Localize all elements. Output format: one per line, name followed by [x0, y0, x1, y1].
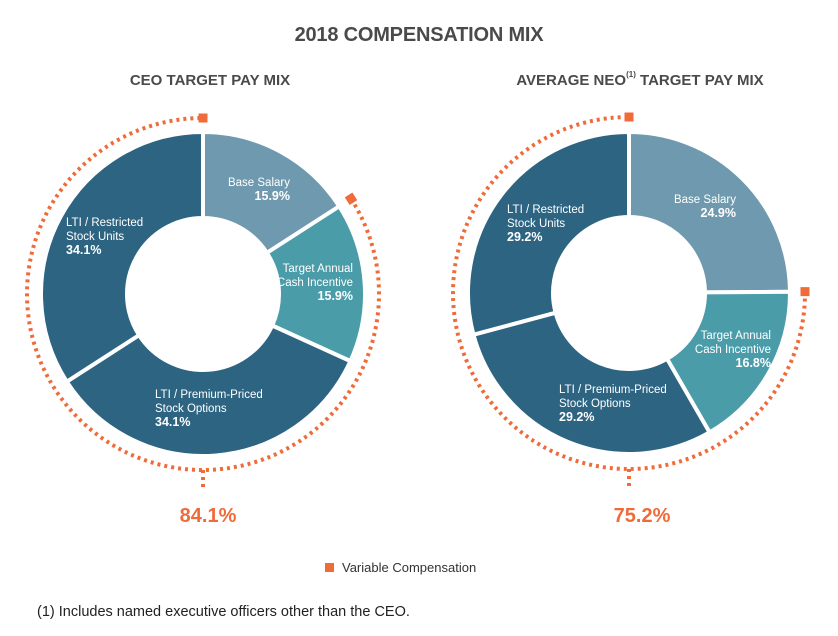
chart0-slice-1: [264, 203, 367, 364]
neo-chart-title: AVERAGE NEO(1) TARGET PAY MIX: [470, 70, 810, 89]
chart1-slice-2-label: LTI / Premium-Priced Stock Options 29.2%: [559, 384, 667, 424]
ceo-variable-total: 84.1%: [179, 505, 237, 527]
chart1-slice-3-label: LTI / Restricted Stock Units 29.2%: [507, 204, 584, 244]
chart0-slice-0: [201, 129, 342, 256]
chart0-variable-arc-end-1: [198, 113, 208, 123]
chart1-slice-0-label: Base Salary 24.9%: [674, 194, 736, 220]
neo-variable-total: 75.2%: [613, 505, 671, 527]
legend-label: Variable Compensation: [342, 560, 477, 575]
chart1-slice-1: [664, 289, 792, 436]
chart1-slice-3: [466, 129, 631, 338]
neo-title-main: AVERAGE NEO: [516, 72, 627, 89]
chart0-slice-1-label: Target Annual Cash Incentive 15.9%: [277, 263, 353, 303]
chart0-slice-2-label: LTI / Premium-Priced Stock Options 34.1%: [155, 389, 263, 429]
chart1-variable-arc: [451, 115, 807, 471]
chart1-slice-1-label: Target Annual Cash Incentive 16.8%: [695, 330, 771, 370]
neo-title-footnote-mark: (1): [626, 70, 636, 79]
chart0-slice-0-label: Base Salary 15.9%: [228, 177, 290, 203]
chart0-slice-3: [39, 129, 205, 385]
chart0-variable-arc-end-0: [344, 192, 358, 205]
chart1-variable-arc-end-1: [624, 112, 634, 122]
ceo-chart-title: CEO TARGET PAY MIX: [129, 72, 291, 89]
chart0-variable-arc: [25, 116, 381, 472]
chart1-variable-arc-end-0: [800, 287, 810, 297]
chart0-slice-3-label: LTI / Restricted Stock Units 34.1%: [66, 217, 143, 257]
neo-title-tail: TARGET PAY MIX: [635, 72, 764, 89]
page-title: 2018 COMPENSATION MIX: [294, 24, 544, 46]
chart0-slice-2: [64, 322, 354, 458]
chart1-slice-0: [627, 129, 793, 295]
chart1-slice-2: [471, 310, 713, 456]
variable-compensation-swatch: [325, 563, 334, 572]
legend: Variable Compensation: [325, 560, 476, 575]
footnote: (1) Includes named executive officers ot…: [37, 604, 410, 620]
